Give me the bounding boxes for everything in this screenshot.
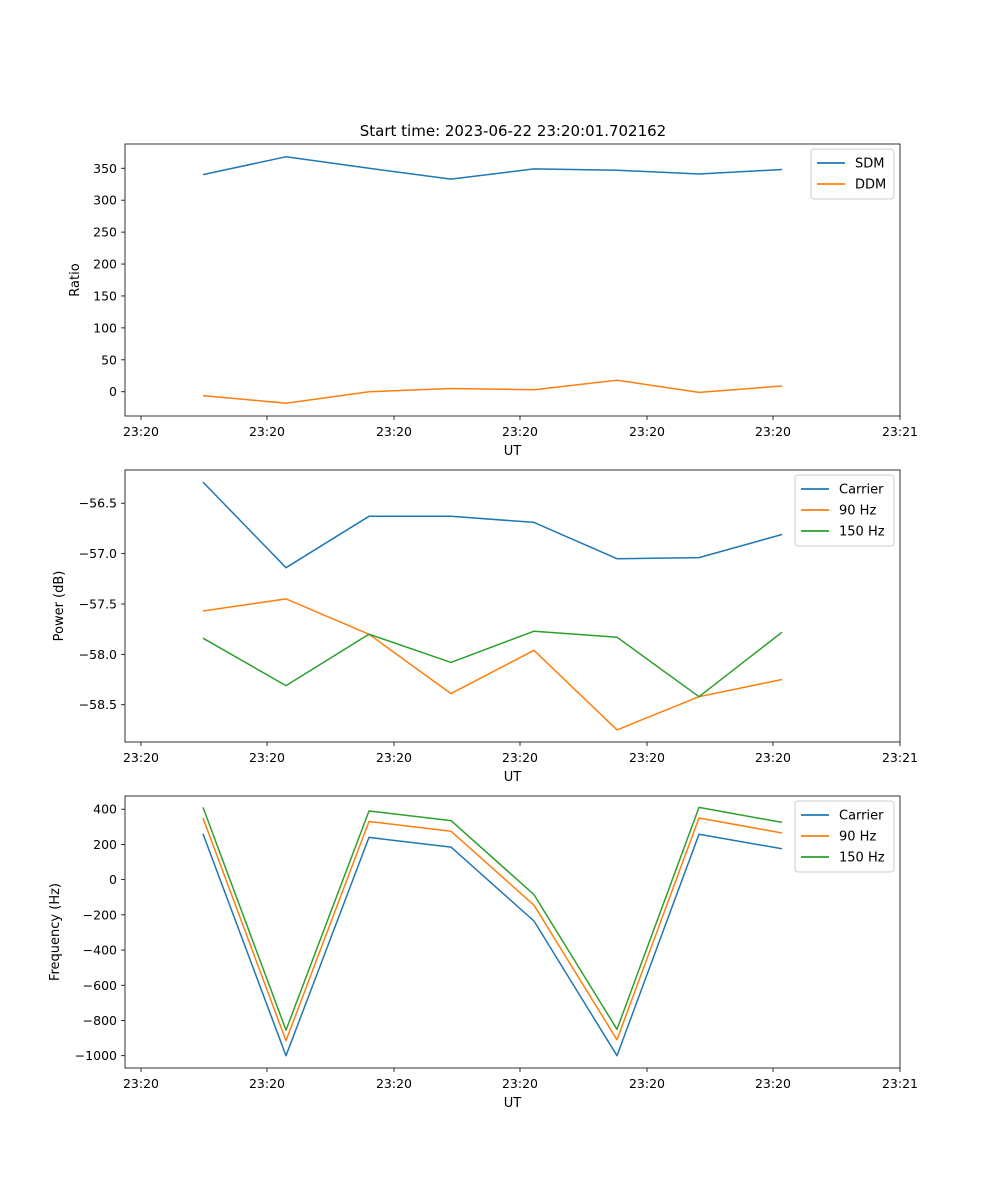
y-tick-label: −57.0 xyxy=(79,546,117,561)
legend: Carrier 90 Hz 150 Hz xyxy=(794,800,895,873)
x-tick-label: 23:21 xyxy=(882,1076,918,1091)
axes-frame xyxy=(124,143,901,417)
x-tick-label: 23:20 xyxy=(249,1076,285,1091)
y-tick-label: −56.5 xyxy=(79,496,117,511)
power-panel: 23:20 23:20 23:20 23:20 23:20 23:20 23:21 −58.5… xyxy=(52,469,918,785)
x-axis-label: UT xyxy=(504,770,522,785)
x-tick-label: 23:20 xyxy=(755,750,791,765)
legend-frame xyxy=(810,148,895,200)
y-tick-label: 50 xyxy=(101,352,117,367)
legend: SDM DDM xyxy=(810,148,895,200)
y-tick-label: 200 xyxy=(93,837,117,852)
x-tick-label: 23:20 xyxy=(629,750,665,765)
x-tick-label: 23:20 xyxy=(502,750,538,765)
x-tick-label: 23:20 xyxy=(376,750,412,765)
x-tick-label: 23:20 xyxy=(629,1076,665,1091)
y-tick-label: 300 xyxy=(93,193,117,208)
x-tick-label: 23:20 xyxy=(376,424,412,439)
legend-label: Carrier xyxy=(839,809,884,824)
axes-frame xyxy=(124,469,901,743)
legend-frame xyxy=(794,474,895,547)
legend: Carrier 90 Hz 150 Hz xyxy=(794,474,895,547)
x-tick-label: 23:20 xyxy=(755,1076,791,1091)
y-axis-label: Frequency (Hz) xyxy=(48,883,63,981)
x-tick-label: 23:21 xyxy=(882,750,918,765)
legend-label: SDM xyxy=(855,157,884,172)
figure-title: Start time: 2023-06-22 23:20:01.702162 xyxy=(360,122,666,140)
y-tick-label: 100 xyxy=(93,320,117,335)
series-line-carrier xyxy=(202,481,783,569)
legend-label: DDM xyxy=(855,178,886,193)
y-tick-label: 0 xyxy=(109,872,117,887)
y-tick-label: 350 xyxy=(93,161,117,176)
series-line-sdm xyxy=(202,156,783,180)
frequency-panel: 23:20 23:20 23:20 23:20 23:20 23:20 23:21 −1000… xyxy=(48,795,918,1111)
y-tick-label: −400 xyxy=(83,943,117,958)
series-line-150-hz xyxy=(202,806,783,1031)
x-tick-label: 23:20 xyxy=(123,750,159,765)
series-line-carrier xyxy=(202,833,783,1057)
x-tick-label: 23:20 xyxy=(376,1076,412,1091)
legend-frame xyxy=(794,800,895,873)
y-tick-label: 150 xyxy=(93,288,117,303)
x-tick-label: 23:20 xyxy=(249,424,285,439)
legend-label: 90 Hz xyxy=(839,504,876,519)
y-tick-label: 200 xyxy=(93,257,117,272)
x-tick-label: 23:20 xyxy=(123,424,159,439)
series-line-150-hz xyxy=(202,630,783,698)
legend-label: 150 Hz xyxy=(839,525,885,540)
y-tick-label: −600 xyxy=(83,978,117,993)
y-tick-label: 250 xyxy=(93,225,117,240)
x-tick-label: 23:21 xyxy=(882,424,918,439)
series-line-90-hz xyxy=(202,817,783,1042)
y-tick-label: 400 xyxy=(93,802,117,817)
y-tick-label: −200 xyxy=(83,907,117,922)
y-tick-label: −58.0 xyxy=(79,647,117,662)
ratio-panel: 23:20 23:20 23:20 23:20 23:20 23:20 23:21 0 50 10… xyxy=(68,143,918,459)
y-tick-label: −1000 xyxy=(75,1048,117,1063)
y-axis-label: Power (dB) xyxy=(52,571,67,642)
y-tick-label: −57.5 xyxy=(79,596,117,611)
y-tick-label: −800 xyxy=(83,1013,117,1028)
y-tick-label: 0 xyxy=(109,384,117,399)
y-axis-label: Ratio xyxy=(68,263,83,296)
x-tick-label: 23:20 xyxy=(502,1076,538,1091)
x-axis-label: UT xyxy=(504,444,522,459)
x-tick-label: 23:20 xyxy=(123,1076,159,1091)
series-line-90-hz xyxy=(202,598,783,731)
legend-label: Carrier xyxy=(839,483,884,498)
legend-label: 90 Hz xyxy=(839,830,876,845)
x-tick-label: 23:20 xyxy=(502,424,538,439)
axes-frame xyxy=(124,795,901,1069)
x-axis-label: UT xyxy=(504,1096,522,1111)
x-tick-label: 23:20 xyxy=(755,424,791,439)
x-tick-label: 23:20 xyxy=(629,424,665,439)
y-tick-label: −58.5 xyxy=(79,697,117,712)
x-tick-label: 23:20 xyxy=(249,750,285,765)
series-line-ddm xyxy=(202,379,783,404)
legend-label: 150 Hz xyxy=(839,851,885,866)
